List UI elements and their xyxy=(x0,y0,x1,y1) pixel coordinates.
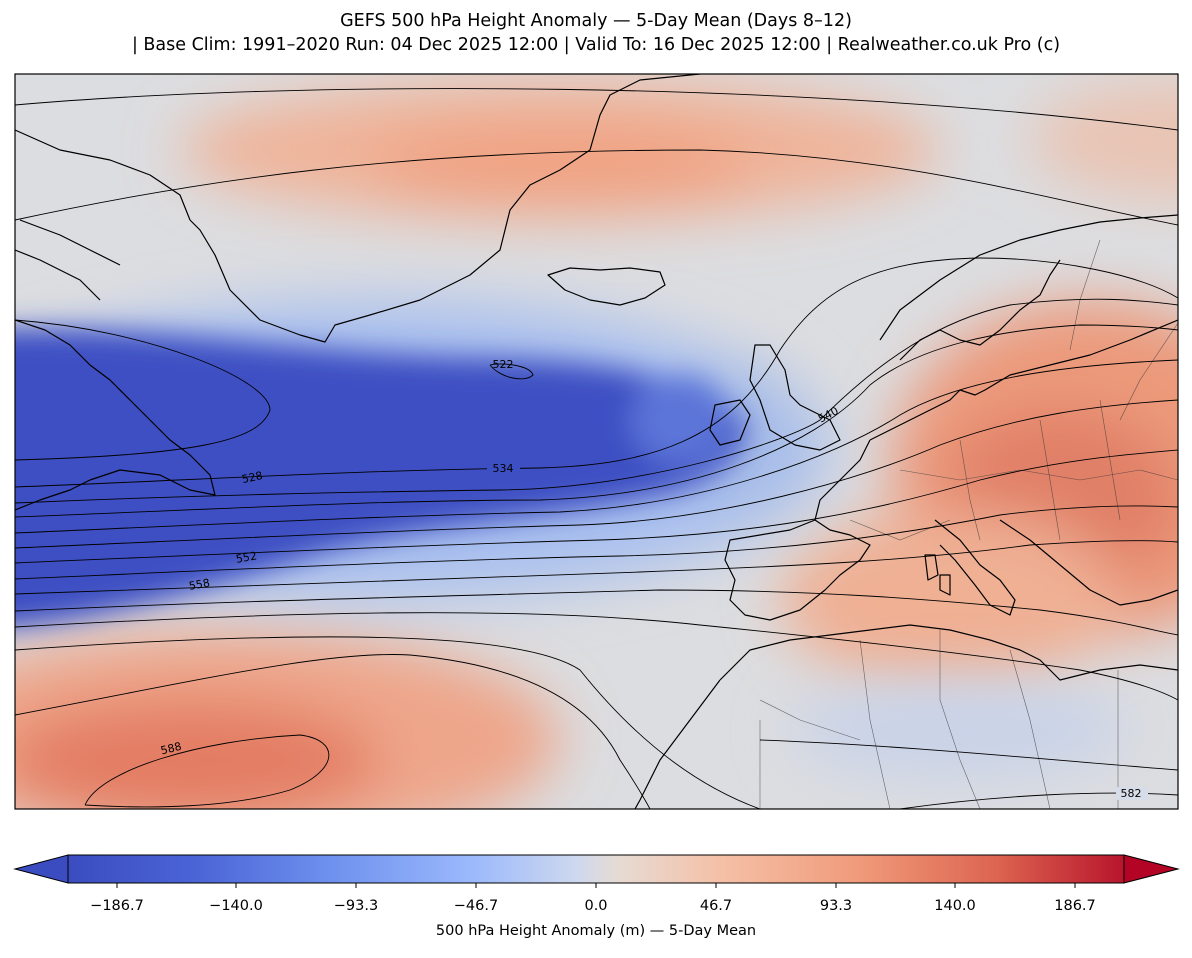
contour-label-534: 534 xyxy=(493,462,514,475)
colorbar-tick: −46.7 xyxy=(453,898,499,914)
map-frame xyxy=(14,73,1179,810)
colorbar-max-extend xyxy=(1123,854,1180,884)
contour-label-552: 552 xyxy=(235,549,258,565)
country-borders xyxy=(759,239,1178,809)
colorbar-tick: −186.7 xyxy=(90,898,144,914)
contour-label-588: 588 xyxy=(159,740,183,758)
contour-label-582: 582 xyxy=(1121,787,1142,800)
colorbar-tick: 186.7 xyxy=(1054,898,1096,914)
colorbar-tick: −93.3 xyxy=(333,898,379,914)
colorbar-gradient xyxy=(67,854,1125,884)
colorbar-tick: 140.0 xyxy=(934,898,976,914)
colorbar-tick: 0.0 xyxy=(584,898,608,914)
colorbar-tick: 46.7 xyxy=(699,898,733,914)
colorbar xyxy=(13,854,1180,888)
contour-label-528: 528 xyxy=(241,469,264,486)
anomaly-field-positive xyxy=(15,80,1178,809)
contour-label-558: 558 xyxy=(188,576,211,592)
contour-label-522: 522 xyxy=(493,358,514,371)
map-panel: 522 528 534 540 552 558 588 582 xyxy=(15,74,1178,809)
colorbar-tick: 93.3 xyxy=(819,898,853,914)
colorbar-tick: −140.0 xyxy=(209,898,263,914)
map-subtitle: | Base Clim: 1991–2020 Run: 04 Dec 2025 … xyxy=(131,35,1061,55)
coastlines xyxy=(15,74,1178,809)
colorbar-min-extend xyxy=(13,854,69,884)
map-title: GEFS 500 hPa Height Anomaly — 5-Day Mean… xyxy=(340,11,852,31)
colorbar-label: 500 hPa Height Anomaly (m) — 5-Day Mean xyxy=(435,923,757,939)
